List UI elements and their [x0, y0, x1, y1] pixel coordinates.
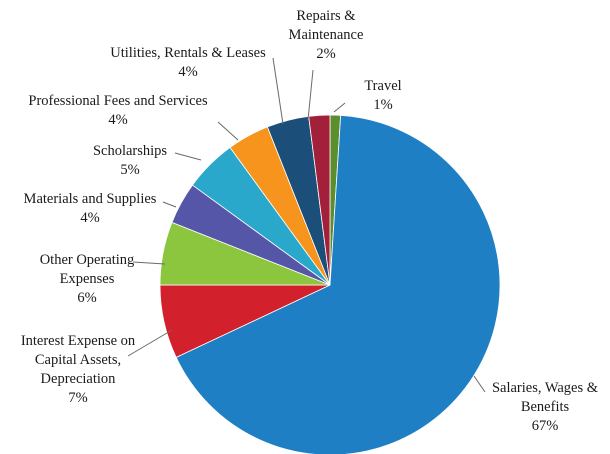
slice-label-line: 4% — [178, 64, 197, 80]
leader-line-9 — [307, 69, 314, 121]
slice-label-2: Salaries, Wages & Benefits 67% — [492, 380, 599, 434]
slice-label-5: Materials and Supplies 4% — [24, 191, 157, 226]
pie-slice-2 — [175, 114, 501, 454]
slice-label-line: 6% — [77, 290, 96, 306]
leader-line-1 — [333, 102, 346, 113]
slice-label-4: Other Operating Expenses 6% — [40, 252, 135, 306]
slice-label-line: Interest Expense on — [21, 333, 136, 349]
slice-label-3: Interest Expense on Capital Assets, Deprec… — [21, 333, 136, 406]
slice-label-line: Utilities, Rentals & Leases — [110, 45, 266, 61]
leader-line-2 — [473, 375, 486, 393]
slice-label-9: Repairs & Maintenance 2% — [289, 8, 364, 62]
slice-label-line: Travel — [364, 78, 401, 94]
slice-label-line: 4% — [108, 112, 127, 128]
slice-label-6: Scholarships 5% — [93, 143, 167, 178]
slice-label-line: 2% — [316, 46, 335, 62]
slice-label-line: 67% — [532, 418, 559, 434]
slice-label-8: Utilities, Rentals & Leases 4% — [110, 45, 266, 80]
slice-label-line: Repairs & — [296, 8, 356, 24]
slice-label-line: Other Operating — [40, 252, 135, 268]
slice-label-line: Salaries, Wages & — [492, 380, 599, 396]
slice-label-line: 5% — [120, 162, 139, 178]
slice-label-line: Materials and Supplies — [24, 191, 157, 207]
slice-label-7: Professional Fees and Services 4% — [28, 93, 208, 128]
leader-line-6 — [174, 152, 202, 161]
slice-label-line: Benefits — [521, 399, 570, 415]
leader-line-8 — [272, 57, 284, 125]
slice-label-line: Professional Fees and Services — [28, 93, 208, 109]
slice-label-line: 4% — [80, 210, 99, 226]
leader-line-5 — [162, 201, 177, 208]
leader-line-4 — [132, 261, 166, 265]
slice-label-1: Travel 1% — [364, 78, 401, 113]
slice-label-line: Capital Assets, — [35, 352, 121, 368]
slice-label-line: Depreciation — [41, 371, 117, 387]
slice-label-line: Expenses — [60, 271, 115, 287]
slice-label-line: Scholarships — [93, 143, 167, 159]
slice-label-line: 7% — [68, 390, 87, 406]
leader-line-7 — [217, 121, 239, 141]
slice-label-line: 1% — [373, 97, 392, 113]
slice-label-line: Maintenance — [289, 27, 364, 43]
leader-line-3 — [127, 329, 173, 357]
